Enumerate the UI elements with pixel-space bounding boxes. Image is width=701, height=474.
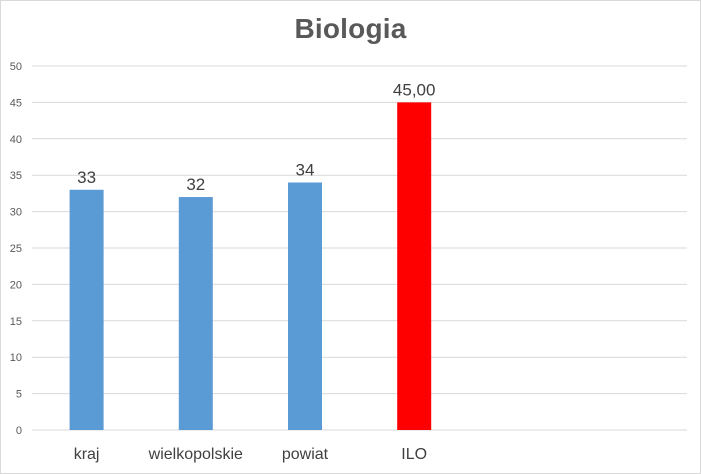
y-tick-label: 40 [10,134,22,146]
data-label: 34 [296,160,315,179]
y-axis-ticks: 0 5 10 15 20 25 30 35 40 45 50 [10,61,22,437]
y-tick-label: 15 [10,316,22,328]
x-category-label: ILO [401,446,427,463]
y-tick-label: 45 [10,97,22,109]
chart-title: Biologia [294,13,407,44]
y-tick-label: 0 [16,425,22,437]
data-label: 32 [186,175,205,194]
gridlines [32,65,687,431]
x-category-label: kraj [74,446,100,463]
y-tick-label: 20 [10,279,22,291]
y-tick-label: 30 [10,207,22,219]
bar-wielkopolskie [178,197,213,430]
bar-ilo [397,102,432,431]
y-tick-label: 10 [10,352,22,364]
x-axis-categories: kraj wielkopolskie powiat ILO [74,446,427,463]
x-category-label: wielkopolskie [148,446,243,463]
x-category-label: powiat [282,446,329,463]
data-label: 33 [77,168,96,187]
bars [69,102,432,431]
data-label: 45,00 [393,80,436,99]
y-tick-label: 50 [10,61,22,73]
y-tick-label: 25 [10,243,22,255]
data-labels: 33 32 34 45,00 [77,80,435,194]
y-tick-label: 5 [16,389,22,401]
bar-kraj [69,189,104,430]
y-tick-label: 35 [10,170,22,182]
bar-powiat [288,182,322,430]
